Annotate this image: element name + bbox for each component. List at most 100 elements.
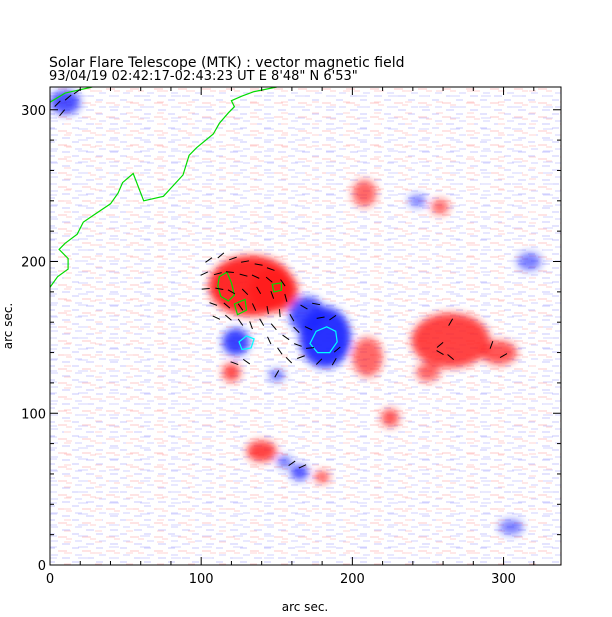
field-vector: [64, 94, 72, 101]
negative-polarity-region: [517, 252, 542, 271]
y-axis-label: arc sec.: [1, 303, 15, 349]
field-contour: [50, 87, 93, 103]
field-vector: [213, 272, 222, 276]
field-vector: [489, 341, 494, 349]
positive-polarity-region: [314, 470, 330, 484]
field-vector: [239, 273, 248, 277]
field-vector: [200, 271, 209, 276]
negative-polarity-region: [499, 519, 524, 535]
field-vector: [333, 346, 341, 353]
field-contour: [217, 271, 236, 302]
negative-polarity-region: [408, 194, 427, 207]
field-vector: [289, 313, 295, 322]
negative-polarity-region: [290, 464, 309, 481]
field-vector: [237, 303, 244, 311]
field-vector: [227, 289, 236, 295]
field-vector: [278, 309, 281, 318]
field-regions: [50, 90, 542, 535]
positive-polarity-region: [352, 179, 377, 207]
field-vector: [215, 287, 224, 291]
field-vector: [293, 326, 300, 333]
field-vector: [249, 321, 253, 330]
field-vector: [436, 342, 444, 348]
field-vector: [277, 347, 283, 355]
field-vector: [205, 257, 213, 263]
field-vector: [312, 302, 321, 306]
negative-polarity-region: [50, 90, 81, 115]
field-vector: [242, 358, 251, 365]
positive-polarity-region: [381, 408, 400, 427]
x-tick-label: 100: [189, 572, 214, 587]
chart-subtitle: 93/04/19 02:42:17-02:43:23 UT E 8'48" N …: [49, 69, 358, 84]
x-tick-label: 200: [340, 572, 365, 587]
transverse-field-vectors: [54, 88, 508, 469]
positive-polarity-region: [352, 337, 383, 377]
x-tick-label: 0: [46, 572, 54, 587]
x-axis-label: arc sec.: [282, 600, 328, 614]
x-tick-label: 300: [491, 572, 516, 587]
field-vector: [229, 256, 237, 261]
positive-polarity-region: [415, 363, 441, 382]
positive-polarity-region: [430, 199, 450, 215]
y-tick-label: 200: [21, 256, 46, 271]
field-vector: [447, 354, 455, 361]
field-vector: [251, 303, 257, 311]
field-vector: [201, 287, 210, 290]
negative-polarity-region: [288, 296, 326, 333]
field-vector: [315, 358, 323, 365]
field-contour: [233, 298, 248, 316]
field-vector: [316, 316, 325, 319]
field-vector: [300, 304, 308, 310]
field-contour: [50, 87, 277, 288]
field-vector: [73, 88, 81, 95]
field-vector: [297, 355, 305, 359]
field-vector: [270, 290, 275, 299]
field-vector: [436, 350, 444, 355]
field-vector: [298, 464, 307, 469]
field-contour: [309, 326, 338, 354]
field-vector: [59, 109, 66, 117]
field-vector: [266, 306, 269, 315]
negative-polarity-region: [269, 369, 285, 382]
field-vector: [285, 356, 293, 364]
field-vector: [225, 271, 234, 273]
field-vector: [499, 353, 508, 359]
field-vector: [225, 314, 232, 321]
field-vector: [237, 318, 244, 326]
plot-area: [50, 87, 561, 565]
contours: [50, 87, 338, 354]
field-contour: [238, 335, 255, 351]
field-vector: [212, 315, 221, 320]
field-vector: [282, 334, 290, 341]
y-tick-label: 100: [21, 407, 46, 422]
y-tick-label: 300: [21, 104, 46, 119]
field-vector: [265, 276, 273, 283]
field-vector: [329, 314, 337, 321]
field-vector: [294, 343, 302, 347]
field-contour: [271, 282, 282, 293]
field-vector: [241, 288, 249, 296]
field-vector: [284, 293, 288, 302]
field-vector: [448, 318, 454, 326]
plot-frame: [49, 86, 562, 566]
field-vector: [54, 100, 61, 107]
field-vector: [256, 286, 262, 295]
y-tick-label: 0: [38, 559, 46, 574]
field-vector: [270, 323, 277, 331]
field-vector: [217, 252, 225, 259]
positive-polarity-region: [222, 363, 241, 382]
field-vector: [230, 361, 239, 366]
axis-ticks: [49, 87, 561, 566]
field-vector: [251, 274, 260, 279]
field-vector: [266, 267, 275, 271]
chart-title: Solar Flare Telescope (MTK) : vector mag…: [49, 55, 405, 71]
positive-polarity-region: [480, 340, 518, 365]
field-vector: [254, 263, 263, 266]
positive-polarity-region: [246, 440, 277, 462]
field-vector: [306, 347, 315, 349]
field-vector: [274, 370, 280, 378]
field-vector: [304, 326, 313, 331]
field-vector: [259, 318, 265, 326]
field-vector: [223, 302, 231, 309]
field-vector: [267, 336, 272, 345]
